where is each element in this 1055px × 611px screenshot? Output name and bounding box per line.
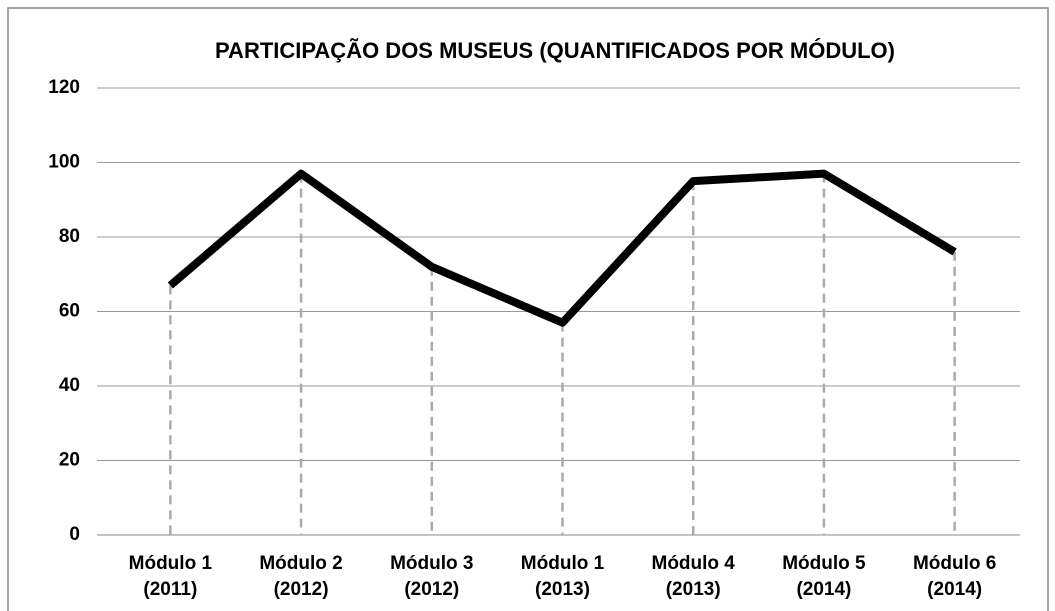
y-tick-label: 80 bbox=[59, 226, 80, 247]
x-tick-label: Módulo 1 (2013) bbox=[520, 553, 605, 600]
y-tick-label: 0 bbox=[69, 524, 80, 545]
x-tick-label: Módulo 3 (2012) bbox=[390, 553, 474, 600]
x-tick-label: Módulo 5 (2014) bbox=[782, 553, 866, 600]
x-tick-label: Módulo 4 (2013) bbox=[651, 553, 735, 600]
x-tick-label: Módulo 1 (2011) bbox=[128, 553, 213, 600]
y-tick-label: 60 bbox=[59, 301, 80, 322]
chart-title: PARTICIPAÇÃO DOS MUSEUS (QUANTIFICADOS P… bbox=[215, 38, 895, 63]
line-series bbox=[167, 169, 957, 327]
chart-border bbox=[7, 7, 1049, 611]
y-tick-label: 20 bbox=[59, 450, 80, 471]
y-tick-label: 100 bbox=[48, 152, 80, 173]
x-tick-label: Módulo 6 (2014) bbox=[912, 553, 997, 600]
y-tick-label: 120 bbox=[48, 77, 80, 98]
x-tick-label: Módulo 2 (2012) bbox=[259, 553, 343, 600]
y-tick-label: 40 bbox=[59, 375, 80, 396]
